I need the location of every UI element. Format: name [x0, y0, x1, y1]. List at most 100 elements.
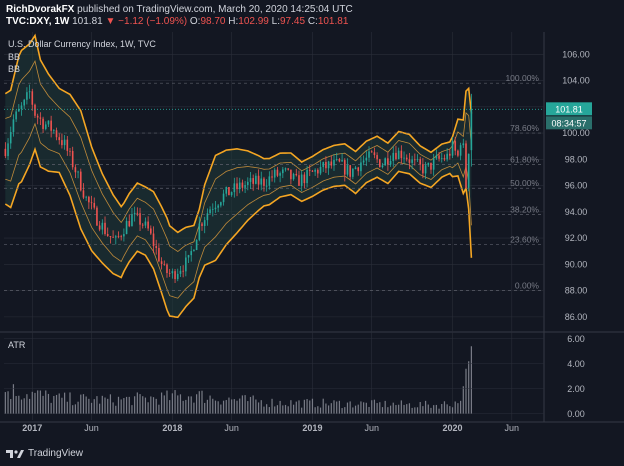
atr-bar: [322, 398, 324, 414]
fibonacci-levels: 100.00% 78.60% 61.80% 50.00% 38.20% 23.60% 0.0…: [4, 73, 542, 291]
atr-bar: [150, 396, 152, 414]
atr-bar: [58, 393, 60, 414]
atr-bar: [298, 400, 300, 414]
candle-body: [432, 158, 435, 170]
candle-body: [462, 143, 465, 146]
x-tick-label: 2017: [22, 423, 42, 433]
candle-body: [209, 209, 211, 214]
candle-body: [225, 186, 228, 194]
y-tick-label: 98.00: [565, 154, 588, 164]
atr-bar: [74, 404, 76, 414]
atr-bar: [169, 400, 171, 414]
tradingview-footer[interactable]: TradingView: [6, 448, 83, 459]
candle-body: [171, 271, 174, 274]
candle-body: [373, 152, 376, 156]
candle-body: [185, 257, 187, 272]
bb-indicator-1[interactable]: BB: [8, 52, 21, 62]
atr-bar: [96, 396, 98, 414]
y-tick-label: 106.00: [562, 49, 590, 59]
low-value: 97.45: [280, 16, 306, 27]
publisher-name[interactable]: RichDvorakFX: [6, 4, 75, 15]
candle-body: [26, 92, 28, 100]
candle-body: [36, 115, 39, 118]
atr-bar: [274, 406, 276, 414]
symbol-name[interactable]: TVC:DXY, 1W: [6, 16, 70, 27]
atr-bar: [441, 404, 443, 414]
candle-body: [4, 148, 7, 157]
atr-bar: [306, 399, 308, 414]
candle-body: [322, 162, 325, 167]
candle-body: [158, 248, 160, 262]
candle-body: [384, 158, 386, 166]
countdown-tag-label: 08:34:57: [551, 118, 586, 128]
candle-body: [15, 111, 17, 120]
atr-bar: [400, 400, 402, 414]
candle-body: [327, 161, 330, 169]
atr-bar: [462, 386, 464, 414]
atr-bar: [249, 396, 252, 414]
series-title[interactable]: U.S. Dollar Currency Index, 1W, TVC: [8, 39, 156, 49]
candle-body: [150, 228, 152, 234]
candle-body: [112, 236, 114, 238]
atr-bar: [77, 401, 79, 414]
candle-body: [357, 167, 360, 172]
atr-bar: [26, 394, 28, 414]
atr-bar: [37, 390, 39, 414]
candle-body: [53, 130, 55, 132]
atr-bar: [328, 405, 330, 414]
atr-bar: [470, 346, 472, 414]
bollinger-outer-upper: [4, 33, 473, 234]
candle-body: [470, 109, 473, 151]
atr-bar: [295, 401, 297, 414]
tradingview-logo-icon: [6, 449, 24, 459]
atr-indicator[interactable]: ATR: [8, 340, 26, 350]
atr-bar: [109, 394, 112, 414]
fib-level-label: 61.80%: [510, 155, 539, 165]
candle-body: [443, 158, 446, 160]
atr-bar: [379, 402, 381, 414]
atr-bar: [90, 402, 93, 414]
y-tick-label: 100.00: [562, 128, 590, 138]
candle-body: [28, 91, 31, 93]
bb-indicator-2[interactable]: BB: [8, 64, 21, 74]
last-price-tag-label: 101.81: [555, 104, 583, 114]
candle-body: [77, 171, 79, 173]
close-value: 101.81: [317, 16, 349, 27]
atr-bar: [387, 407, 389, 414]
atr-bar: [112, 402, 114, 414]
candle-body: [255, 175, 257, 184]
candle-body: [314, 169, 316, 172]
publish-line: RichDvorakFX published on TradingView.co…: [6, 4, 353, 15]
atr-bar: [314, 407, 316, 414]
atr-bar: [204, 402, 206, 414]
atr-bar: [147, 402, 149, 414]
candle-body: [260, 178, 263, 185]
atr-bar: [303, 399, 305, 414]
atr-bar: [55, 394, 58, 414]
atr-bar: [171, 393, 173, 414]
candle-body: [249, 178, 252, 182]
atr-tick-label: 2.00: [567, 384, 585, 394]
atr-bar: [241, 395, 244, 414]
candle-body: [9, 132, 12, 144]
candle-body: [440, 158, 443, 159]
atr-bar: [422, 406, 424, 414]
atr-bar: [20, 399, 23, 414]
candle-body: [397, 150, 400, 160]
atr-bar: [212, 398, 214, 414]
candle-body: [166, 264, 168, 274]
atr-bar: [438, 408, 440, 414]
candle-body: [449, 153, 451, 156]
candle-body: [317, 169, 319, 174]
atr-bar: [255, 399, 257, 414]
atr-bar: [236, 400, 238, 414]
fib-level-label: 23.60%: [510, 235, 539, 245]
open-value: 98.70: [200, 16, 226, 27]
candle-body: [174, 271, 176, 280]
candle-body: [335, 159, 338, 160]
candle-body: [144, 221, 147, 226]
candle-body: [292, 173, 295, 180]
atr-bar: [134, 396, 136, 414]
candle-body: [31, 91, 34, 105]
